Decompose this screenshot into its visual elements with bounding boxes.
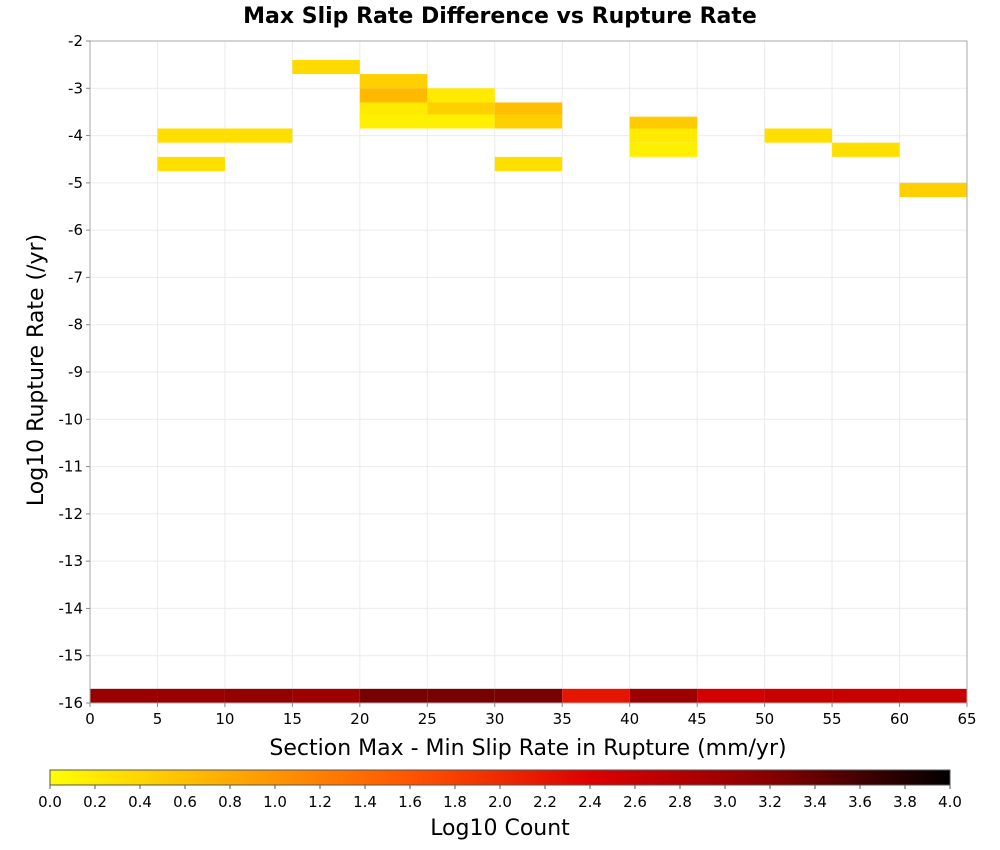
x-tick-label: 55: [823, 710, 842, 728]
y-tick-label: -13: [59, 552, 84, 570]
heatmap-cell: [764, 688, 833, 703]
y-tick-label: -8: [68, 316, 83, 334]
heatmap-cell: [224, 128, 293, 143]
x-tick-label: 40: [620, 710, 639, 728]
x-tick-label: 25: [418, 710, 437, 728]
y-tick-label: -10: [59, 410, 84, 428]
heatmap-cell: [157, 688, 225, 703]
heatmap-cell: [899, 688, 967, 703]
heatmap-cell: [224, 688, 293, 703]
heatmap-cell: [427, 688, 495, 703]
y-tick-label: -14: [59, 599, 84, 617]
heatmap-cell: [359, 688, 428, 703]
chart-title: Max Slip Rate Difference vs Rupture Rate: [243, 4, 757, 29]
colorbar-tick-label: 0.0: [38, 793, 62, 811]
x-tick-label: 45: [688, 710, 707, 728]
y-tick-label: -3: [68, 79, 83, 97]
x-tick-label: 50: [755, 710, 774, 728]
heatmap-cell: [157, 128, 225, 143]
y-tick-label: -7: [68, 268, 83, 286]
heatmap-cell: [292, 59, 360, 75]
colorbar-label: Log10 Count: [430, 816, 570, 841]
x-tick-label: 65: [957, 710, 976, 728]
colorbar-tick-label: 2.4: [578, 793, 602, 811]
y-axis-ticks: -2 -3 -4 -5 -6 -7 -8 -9 -10 -11 -12 -13 -14 -15 -16: [59, 32, 90, 712]
heatmap-cell: [629, 142, 698, 157]
heatmap-cell: [494, 156, 563, 172]
heatmap-cell: [359, 114, 428, 129]
colorbar-tick-label: 2.8: [668, 793, 692, 811]
y-tick-label: -12: [59, 505, 84, 523]
colorbar-tick-label: 0.4: [128, 793, 152, 811]
colorbar-tick-label: 3.4: [803, 793, 827, 811]
colorbar-tick-label: 0.8: [218, 793, 242, 811]
y-tick-label: -16: [59, 694, 84, 712]
heatmap-cell: [359, 88, 428, 103]
heatmap-cell: [427, 88, 495, 103]
heatmap-cell: [427, 102, 495, 117]
heatmap-cell: [427, 114, 495, 129]
heatmap-cell: [697, 688, 765, 703]
x-axis-title: Section Max - Min Slip Rate in Rupture (…: [269, 736, 786, 761]
colorbar-tick-label: 2.6: [623, 793, 647, 811]
y-tick-label: -5: [68, 174, 83, 192]
heatmap-cell: [629, 688, 698, 703]
colorbar-tick-label: 0.6: [173, 793, 197, 811]
x-tick-label: 35: [553, 710, 572, 728]
y-tick-label: -11: [59, 458, 84, 476]
colorbar: [49, 769, 951, 786]
y-tick-label: -6: [68, 221, 83, 239]
heatmap-cell: [629, 116, 698, 131]
colorbar-tick-label: 2.0: [488, 793, 512, 811]
colorbar-tick-label: 3.6: [848, 793, 872, 811]
x-tick-label: 15: [283, 710, 302, 728]
heatmap-cell: [359, 74, 428, 89]
x-tick-label: 20: [350, 710, 369, 728]
x-tick-label: 10: [215, 710, 234, 728]
heatmap-cells: [90, 59, 967, 703]
colorbar-tick-label: 1.8: [443, 793, 467, 811]
y-tick-label: -9: [68, 363, 83, 381]
y-tick-label: -2: [68, 32, 83, 50]
colorbar-ticks: 0.0 0.2 0.4 0.6 0.8 1.0 1.2 1.4 1.6 1.8 2.0 2.2 2.4 2…: [38, 785, 962, 811]
heatmap-cell: [899, 182, 967, 198]
heatmap-cell: [494, 114, 563, 129]
colorbar-tick-label: 3.2: [758, 793, 782, 811]
colorbar-tick-label: 3.8: [893, 793, 917, 811]
colorbar-tick-label: 1.6: [398, 793, 422, 811]
heatmap-cell: [562, 688, 630, 703]
y-tick-label: -4: [68, 127, 83, 145]
x-tick-label: 60: [890, 710, 909, 728]
x-tick-label: 0: [85, 710, 95, 728]
heatmap-cell: [629, 128, 698, 143]
heatmap-cell: [292, 688, 360, 703]
x-axis-ticks: 0 5 10 15 20 25 30 35 40 45 50 55 60 65: [85, 703, 977, 728]
y-axis-title: Log10 Rupture Rate (/yr): [24, 234, 49, 506]
heatmap-cell: [494, 688, 563, 703]
heatmap-cell: [157, 156, 225, 172]
x-tick-label: 5: [153, 710, 163, 728]
heatmap-cell: [764, 128, 833, 143]
heatmap-cell: [832, 688, 900, 703]
heatmap-cell: [832, 142, 900, 157]
colorbar-tick-label: 1.2: [308, 793, 332, 811]
colorbar-tick-label: 1.4: [353, 793, 377, 811]
heatmap-cell: [90, 688, 158, 703]
heatmap-cell: [359, 102, 428, 117]
heatmap-cell: [494, 102, 563, 117]
colorbar-tick-label: 4.0: [938, 793, 962, 811]
colorbar-tick-label: 1.0: [263, 793, 287, 811]
colorbar-tick-label: 3.0: [713, 793, 737, 811]
x-tick-label: 30: [485, 710, 504, 728]
y-tick-label: -15: [59, 647, 84, 665]
colorbar-tick-label: 2.2: [533, 793, 557, 811]
colorbar-tick-label: 0.2: [83, 793, 107, 811]
